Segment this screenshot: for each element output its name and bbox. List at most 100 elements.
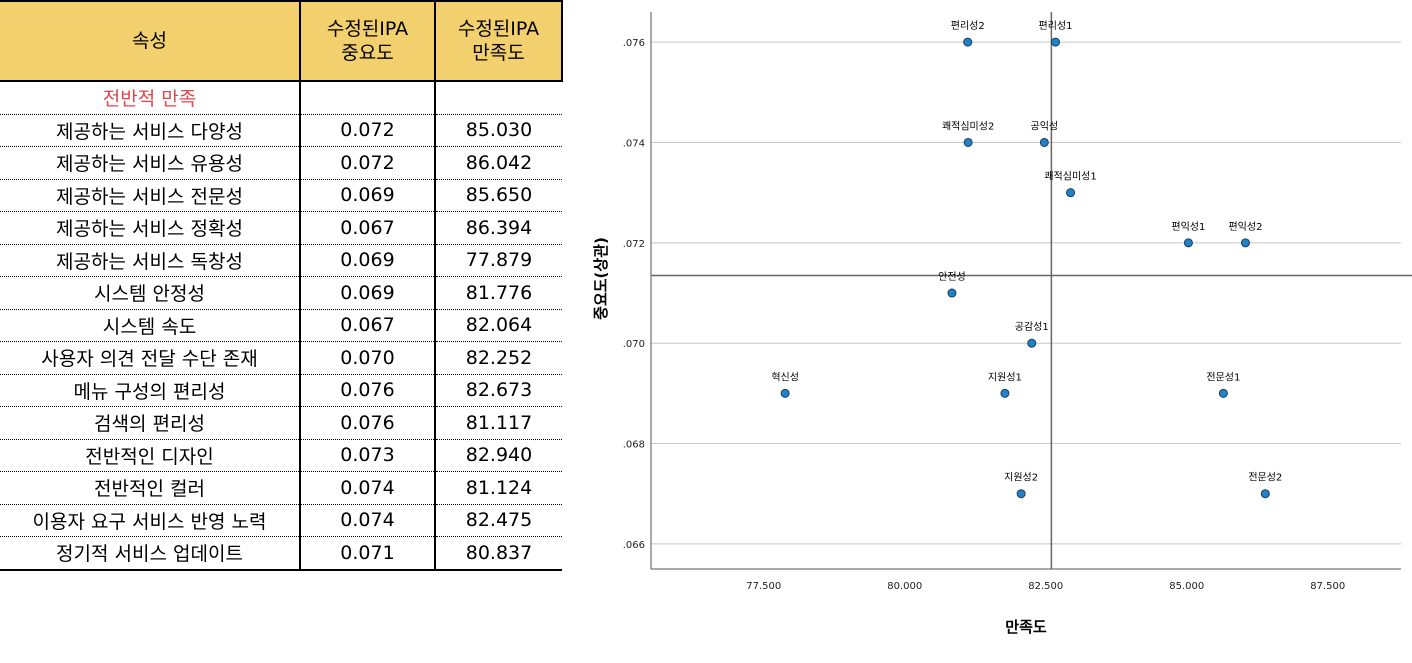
x-tick-label: 77.500: [746, 581, 781, 592]
y-tick-label: .074: [623, 138, 645, 149]
data-point: [1240, 238, 1250, 248]
importance-cell: 0.069: [299, 276, 435, 310]
table-row: 제공하는 서비스 유용성 0.072 86.042: [0, 146, 562, 180]
table-row: 시스템 속도 0.067 82.064: [0, 309, 562, 342]
y-tick-label: .076: [623, 38, 645, 49]
importance-cell: 0.072: [299, 114, 435, 147]
header-satisfaction-text: 수정된IPA 만족도: [457, 18, 540, 64]
table-row: 전반적인 컬러 0.074 81.124: [0, 471, 562, 505]
importance-cell: 0.067: [299, 309, 435, 342]
table-row: 제공하는 서비스 정확성 0.067 86.394: [0, 211, 562, 245]
point-label: 편익성1: [1171, 221, 1205, 233]
data-point: [963, 137, 973, 147]
importance-cell: 0.071: [299, 536, 435, 571]
point-label: 편리성1: [1039, 20, 1073, 32]
header-importance: 수정된IPA 중요도: [299, 0, 436, 82]
satisfaction-cell: 82.252: [434, 341, 562, 375]
attribute-cell: 이용자 요구 서비스 반영 노력: [0, 504, 300, 537]
satisfaction-cell: 82.940: [434, 439, 562, 472]
header-attribute: 속성: [0, 0, 301, 82]
importance-cell: 0.074: [299, 504, 435, 537]
data-point: [947, 288, 957, 298]
table-row: 제공하는 서비스 독창성 0.069 77.879: [0, 244, 562, 277]
attribute-cell: 정기적 서비스 업데이트: [0, 536, 300, 571]
x-tick-label: 82.500: [1028, 581, 1063, 592]
satisfaction-cell: 81.776: [434, 276, 562, 310]
data-point: [1260, 489, 1270, 499]
table-row: 검색의 편리성 0.076 81.117: [0, 406, 562, 440]
point-label: 지원성1: [988, 371, 1022, 383]
x-tick-label: 85.000: [1169, 581, 1204, 592]
point-label: 안전성: [938, 271, 966, 283]
importance-cell: 0.070: [299, 341, 435, 375]
table-row: 정기적 서비스 업데이트 0.071 80.837: [0, 536, 562, 571]
point-label: 전문성1: [1206, 371, 1240, 383]
importance-cell: 0.069: [299, 179, 435, 212]
satisfaction-cell: 82.475: [434, 504, 562, 537]
satisfaction-cell: 86.394: [434, 211, 562, 245]
ipa-table: 속성 수정된IPA 중요도 수정된IPA 만족도 전반적 만족 제공하는 서비스 다…: [0, 0, 563, 571]
data-point: [963, 37, 973, 47]
point-label: 전문성2: [1248, 472, 1282, 484]
section-label: 전반적 만족: [0, 81, 300, 115]
y-tick-label: .070: [623, 339, 645, 350]
importance-cell: 0.074: [299, 471, 435, 505]
attribute-cell: 제공하는 서비스 독창성: [0, 244, 300, 277]
data-point: [1050, 37, 1060, 47]
point-label: 편익성2: [1228, 221, 1262, 233]
data-point: [1027, 338, 1037, 348]
attribute-cell: 메뉴 구성의 편리성: [0, 374, 300, 407]
table-row: 전반적인 디자인 0.073 82.940: [0, 439, 562, 472]
satisfaction-cell: 77.879: [434, 244, 562, 277]
x-axis-title: 만족도: [1005, 618, 1047, 636]
importance-cell: 0.076: [299, 374, 435, 407]
satisfaction-cell: 82.064: [434, 309, 562, 342]
table-row: 사용자 의견 전달 수단 존재 0.070 82.252: [0, 341, 562, 375]
header-importance-text: 수정된IPA 중요도: [326, 18, 409, 64]
attribute-cell: 전반적인 디자인: [0, 439, 300, 472]
data-point: [780, 388, 790, 398]
table-row: 제공하는 서비스 전문성 0.069 85.650: [0, 179, 562, 212]
table-body: 전반적 만족 제공하는 서비스 다양성 0.072 85.030 제공하는 서비스 유…: [0, 81, 562, 571]
point-label: 공익성: [1031, 120, 1059, 132]
attribute-cell: 전반적인 컬러: [0, 471, 300, 505]
point-label: 혁신성: [771, 371, 799, 383]
y-tick-label: .072: [623, 239, 645, 250]
attribute-cell: 시스템 안정성: [0, 276, 300, 310]
data-point: [1039, 137, 1049, 147]
satisfaction-cell: 85.030: [434, 114, 562, 147]
importance-cell: 0.072: [299, 146, 435, 180]
data-point: [1183, 238, 1193, 248]
x-tick-label: 87.500: [1310, 581, 1345, 592]
data-point: [1218, 388, 1228, 398]
table-row: 이용자 요구 서비스 반영 노력 0.074 82.475: [0, 504, 562, 537]
y-tick-label: .068: [623, 440, 645, 451]
section-empty-cell: [299, 81, 435, 115]
data-point: [1016, 489, 1026, 499]
ipa-scatter-chart: .066 .068 .070 .072 .074 .076 77.500 80.000 82.5…: [592, 12, 1412, 636]
importance-cell: 0.067: [299, 211, 435, 245]
importance-cell: 0.073: [299, 439, 435, 472]
point-label: 쾌적심미성2: [942, 120, 994, 132]
point-label: 공감성1: [1015, 321, 1049, 333]
scatter-chart-container: .066 .068 .070 .072 .074 .076 77.500 80.000 82.5…: [590, 0, 1412, 659]
header-satisfaction: 수정된IPA 만족도: [434, 0, 563, 82]
x-tick-label: 80.000: [887, 581, 922, 592]
point-label: 지원성2: [1004, 472, 1038, 484]
point-label: 쾌적심미성1: [1044, 171, 1096, 183]
y-axis-title: 중요도(상관): [592, 237, 610, 320]
table-row: 시스템 안정성 0.069 81.776: [0, 276, 562, 310]
satisfaction-cell: 82.673: [434, 374, 562, 407]
attribute-cell: 제공하는 서비스 유용성: [0, 146, 300, 180]
satisfaction-cell: 81.117: [434, 406, 562, 440]
satisfaction-cell: 85.650: [434, 179, 562, 212]
importance-cell: 0.069: [299, 244, 435, 277]
attribute-cell: 검색의 편리성: [0, 406, 300, 440]
satisfaction-cell: 81.124: [434, 471, 562, 505]
importance-cell: 0.076: [299, 406, 435, 440]
satisfaction-cell: 86.042: [434, 146, 562, 180]
satisfaction-cell: 80.837: [434, 536, 562, 571]
section-empty-cell: [434, 81, 562, 115]
attribute-cell: 사용자 의견 전달 수단 존재: [0, 341, 300, 375]
ipa-table-container: 속성 수정된IPA 중요도 수정된IPA 만족도 전반적 만족 제공하는 서비스 다…: [0, 0, 563, 571]
